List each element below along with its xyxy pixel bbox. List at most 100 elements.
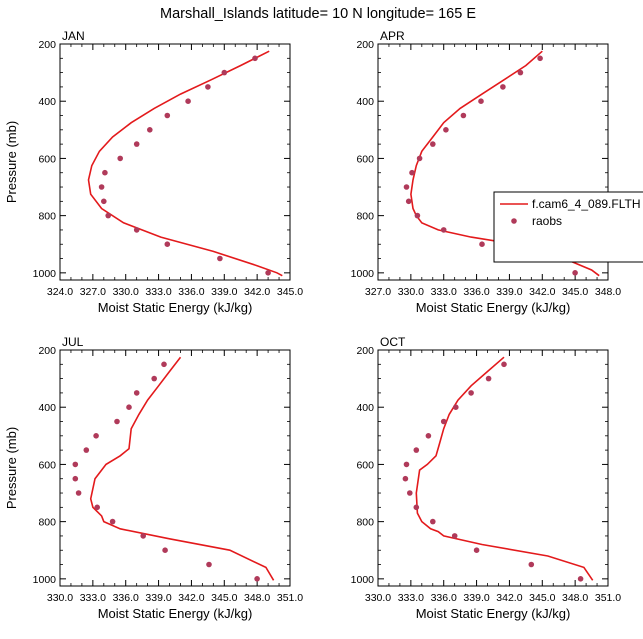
raobs-point — [413, 447, 420, 453]
y-tick-label: 1000 — [33, 268, 57, 280]
raobs-point — [430, 518, 436, 525]
x-tick-label: 330.0 — [365, 592, 391, 604]
x-tick-label: 351.0 — [595, 592, 621, 604]
y-tick-label: 800 — [356, 211, 374, 223]
y-tick-label: 200 — [38, 39, 56, 51]
panel-jul: 330.0 333.0 336.0 339.0 342.0 345.0 348.0 351.0… — [4, 335, 303, 621]
raobs-point — [147, 127, 153, 133]
raobs-point — [114, 418, 120, 425]
raobs-point — [468, 390, 474, 396]
raobs-point — [140, 533, 146, 539]
x-tick-label: 330.0 — [398, 286, 424, 298]
y-tick-label: 600 — [356, 459, 374, 471]
panel-jan: 324.0 327.0 330.0 333.0 336.0 339.0 342.0 345.0… — [4, 29, 303, 315]
x-tick-label: 333.0 — [431, 286, 457, 298]
raobs-point — [451, 533, 458, 539]
y-tick-label: 800 — [356, 517, 374, 529]
raobs-point — [164, 112, 171, 119]
raobs-point — [72, 475, 79, 482]
x-tick-label: 351.0 — [277, 592, 303, 604]
x-axis-label: Moist Static Energy (kJ/kg) — [98, 606, 253, 621]
panel-oct: 330.0 333.0 336.0 339.0 342.0 345.0 348.0 351.0… — [351, 335, 622, 621]
legend-model-label: f.cam6_4_089.FLTH — [532, 197, 641, 211]
x-tick-label: 336.0 — [463, 286, 489, 298]
x-tick-label: 348.0 — [562, 592, 588, 604]
x-tick-label: 345.0 — [211, 592, 237, 604]
x-tick-label: 348.0 — [595, 286, 621, 298]
raobs-point — [409, 169, 415, 176]
legend-obs-marker — [511, 218, 517, 224]
raobs-point — [473, 547, 480, 553]
raobs-point — [102, 169, 108, 176]
model-profile-line — [89, 356, 275, 581]
raobs-point — [440, 418, 447, 425]
raobs-point — [537, 55, 543, 62]
raobs-point — [133, 227, 140, 233]
y-tick-label: 400 — [38, 96, 56, 108]
raobs-point — [403, 461, 410, 468]
raobs-point — [440, 227, 447, 233]
y-tick-label: 800 — [38, 517, 56, 529]
raobs-point — [479, 241, 485, 247]
raobs-point — [528, 561, 535, 568]
x-tick-label: 339.0 — [211, 286, 237, 298]
raobs-point — [98, 184, 105, 190]
raobs-point — [577, 576, 584, 582]
y-tick-label: 1000 — [351, 574, 375, 586]
panel-label: JUL — [62, 335, 84, 349]
x-tick-label: 345.0 — [562, 286, 588, 298]
x-axis-label: Moist Static Energy (kJ/kg) — [98, 300, 253, 315]
y-tick-label: 600 — [38, 153, 56, 165]
raobs-point — [402, 475, 409, 482]
x-tick-label: 345.0 — [529, 592, 555, 604]
x-tick-label: 345.0 — [277, 286, 303, 298]
raobs-point — [72, 461, 79, 468]
y-axis-label: Pressure (mb) — [4, 121, 19, 203]
y-tick-label: 200 — [38, 345, 56, 357]
raobs-point — [407, 490, 413, 496]
raobs-point — [162, 547, 168, 553]
raobs-point — [485, 375, 492, 382]
raobs-point — [501, 361, 507, 368]
raobs-point — [416, 155, 423, 162]
raobs-point — [221, 69, 228, 76]
x-tick-label: 330.0 — [113, 286, 139, 298]
x-tick-label: 342.0 — [178, 592, 204, 604]
raobs-point — [75, 490, 82, 496]
raobs-point — [453, 404, 459, 411]
panel-label: JAN — [62, 29, 85, 43]
raobs-point — [109, 518, 116, 525]
raobs-point — [164, 241, 171, 247]
panels: 324.0 327.0 330.0 333.0 336.0 339.0 342.0 345.0… — [4, 29, 621, 621]
raobs-point — [425, 433, 432, 439]
x-axis-label: Moist Static Energy (kJ/kg) — [416, 300, 571, 315]
plot-frame — [377, 43, 609, 281]
raobs-point — [133, 141, 140, 147]
raobs-point — [413, 504, 420, 511]
x-tick-label: 330.0 — [47, 592, 73, 604]
model-profile-line — [87, 50, 283, 277]
y-tick-label: 1000 — [33, 574, 57, 586]
raobs-point — [217, 255, 223, 262]
x-tick-label: 342.0 — [529, 286, 555, 298]
panel-apr: 327.0 330.0 333.0 336.0 339.0 342.0 345.0 348.0… — [351, 29, 622, 315]
raobs-point — [93, 433, 99, 439]
raobs-point — [117, 155, 123, 162]
raobs-point — [460, 112, 467, 119]
raobs-point — [252, 55, 258, 62]
y-tick-label: 600 — [356, 153, 374, 165]
plot-frame — [59, 349, 291, 587]
raobs-point — [205, 84, 211, 90]
x-tick-label: 333.0 — [145, 286, 171, 298]
y-tick-label: 400 — [356, 96, 374, 108]
y-tick-label: 200 — [356, 345, 374, 357]
y-tick-label: 200 — [356, 39, 374, 51]
y-tick-label: 1000 — [351, 268, 375, 280]
x-tick-label: 327.0 — [365, 286, 391, 298]
x-tick-label: 336.0 — [113, 592, 139, 604]
x-tick-label: 333.0 — [80, 592, 106, 604]
figure-title: Marshall_Islands latitude= 10 N longitud… — [160, 6, 476, 22]
y-tick-label: 800 — [38, 211, 56, 223]
raobs-point — [572, 270, 578, 276]
